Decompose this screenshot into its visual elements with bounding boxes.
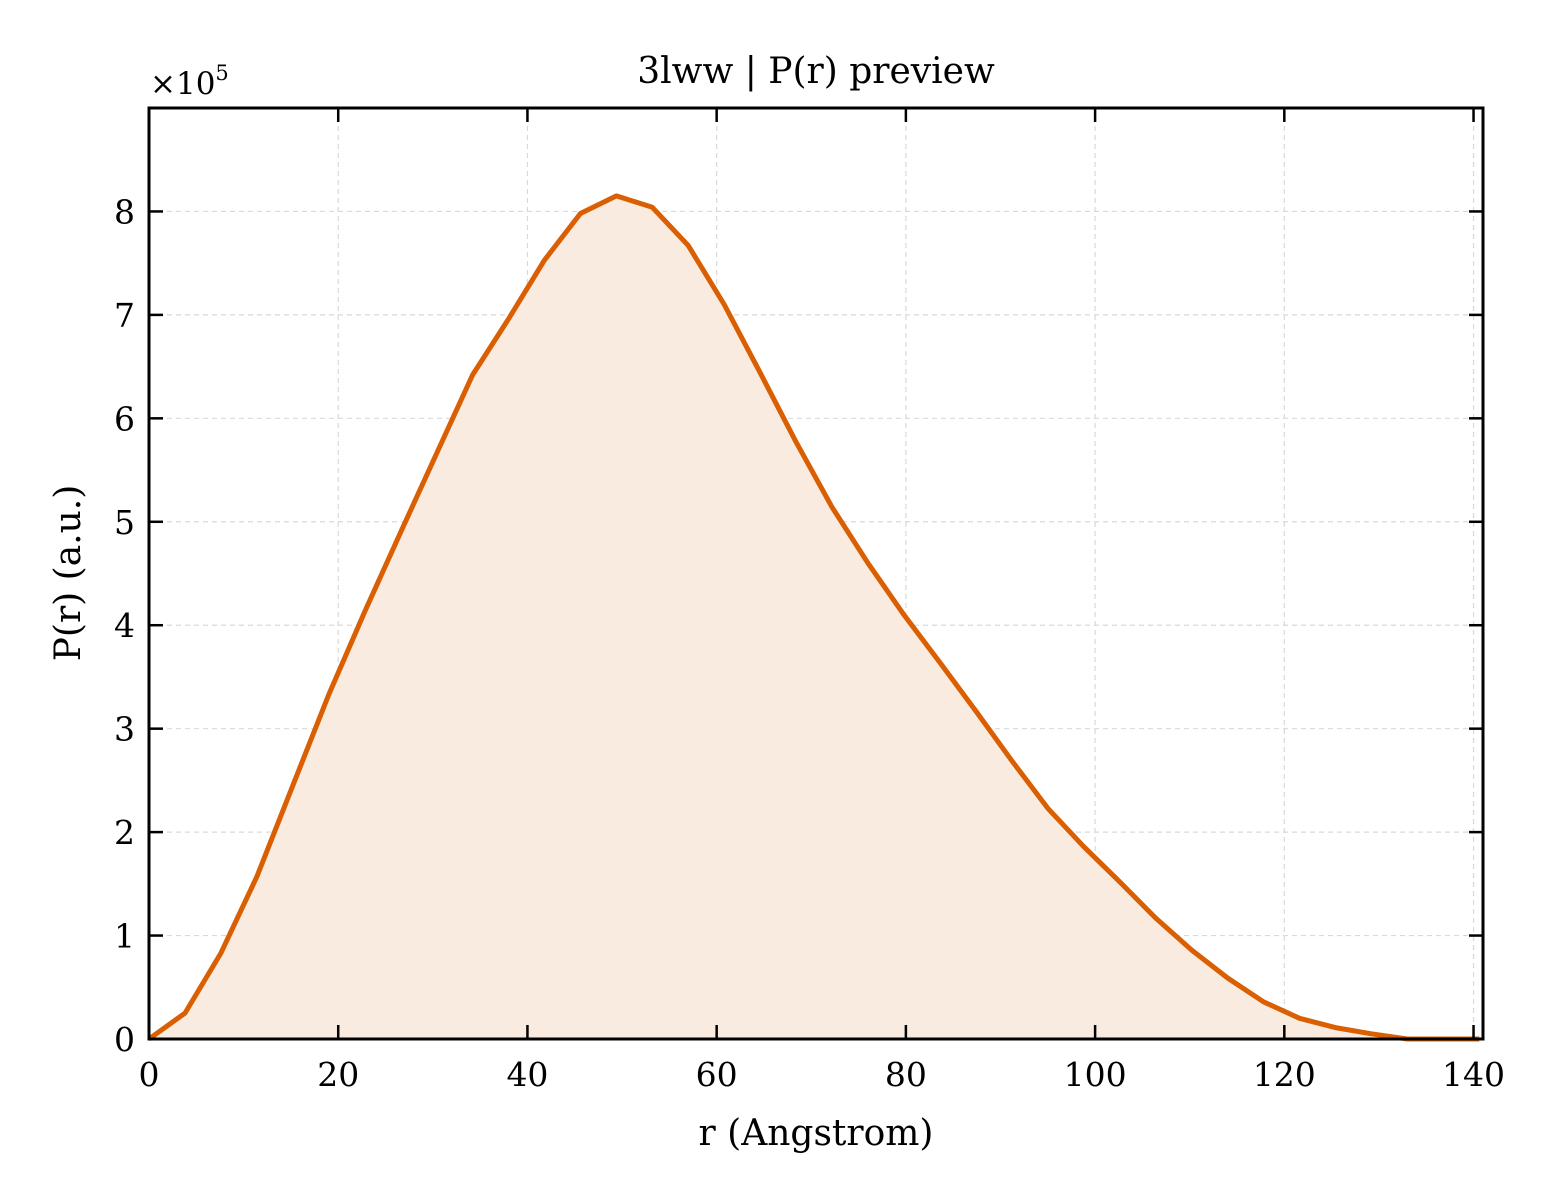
pr-data-point xyxy=(1299,1017,1300,1019)
pr-data-point xyxy=(364,611,366,613)
pr-data-point xyxy=(1047,807,1049,809)
pr-data-point xyxy=(903,614,905,616)
pr-data-point xyxy=(651,206,653,208)
y-tick-label: 5 xyxy=(114,503,135,542)
pr-data-point xyxy=(1263,1001,1264,1003)
x-axis-label: r (Angstrom) xyxy=(699,1113,934,1154)
pr-fill-area xyxy=(149,195,1480,1039)
y-axis-label: P(r) (a.u.) xyxy=(48,485,89,662)
pr-data-point xyxy=(220,952,222,954)
pr-series-line xyxy=(147,193,1480,1042)
pr-data-point xyxy=(328,694,330,695)
pr-data-point xyxy=(1083,846,1085,848)
y-tick-label: 7 xyxy=(114,296,135,335)
pr-data-point xyxy=(579,213,581,214)
x-tick-label: 140 xyxy=(1442,1055,1505,1094)
chart-title: 3lww | P(r) preview xyxy=(637,51,995,92)
y-axis-multiplier: ×105 xyxy=(150,61,229,102)
pr-data-point xyxy=(1227,977,1229,979)
y-tick-label: 2 xyxy=(114,813,135,852)
x-tick-label: 60 xyxy=(696,1055,738,1094)
y-tick-label: 4 xyxy=(114,606,135,645)
y-tick-label: 1 xyxy=(114,917,135,956)
pr-data-point xyxy=(1334,1027,1336,1029)
y-tick-label: 3 xyxy=(114,710,135,749)
pr-data-point xyxy=(939,662,941,663)
pr-data-point xyxy=(687,245,689,247)
pr-data-point xyxy=(400,531,402,533)
x-tick-label: 80 xyxy=(885,1055,927,1094)
x-tick-label: 120 xyxy=(1253,1055,1316,1094)
pr-data-point xyxy=(256,876,258,878)
pr-data-point xyxy=(831,506,833,508)
y-tick-label: 0 xyxy=(114,1020,135,1059)
pr-data-point xyxy=(723,304,725,305)
plot-frame xyxy=(147,106,1485,1041)
pr-data-point xyxy=(867,562,869,564)
x-tick-label: 100 xyxy=(1064,1055,1127,1094)
pr-data-point xyxy=(1011,760,1013,762)
pr-data-point xyxy=(184,1012,186,1014)
pr-data-point xyxy=(1370,1033,1372,1035)
y-tick-label: 8 xyxy=(114,192,135,231)
x-tick-label: 40 xyxy=(506,1055,548,1094)
x-tick-label: 20 xyxy=(317,1055,359,1094)
pr-data-point xyxy=(759,372,761,374)
x-axis-ticks: 0 20 40 60 80 100 120 140 xyxy=(139,108,1505,1094)
pr-data-point xyxy=(544,259,545,261)
pr-data-point xyxy=(615,195,617,197)
pr-data-point xyxy=(436,453,438,454)
pr-data-point xyxy=(795,441,797,443)
y-tick-label: 6 xyxy=(114,399,135,438)
y-axis-ticks: 0 1 2 3 4 5 6 7 8 xyxy=(114,192,1483,1059)
pr-data-point xyxy=(1119,881,1121,883)
pr-data-point xyxy=(472,374,474,376)
pr-data-point xyxy=(1155,917,1157,919)
pr-data-point xyxy=(292,785,294,787)
pr-data-point xyxy=(975,710,977,712)
pr-data-point xyxy=(508,318,509,320)
pr-data-point xyxy=(1191,949,1193,951)
x-tick-label: 0 xyxy=(139,1055,160,1094)
